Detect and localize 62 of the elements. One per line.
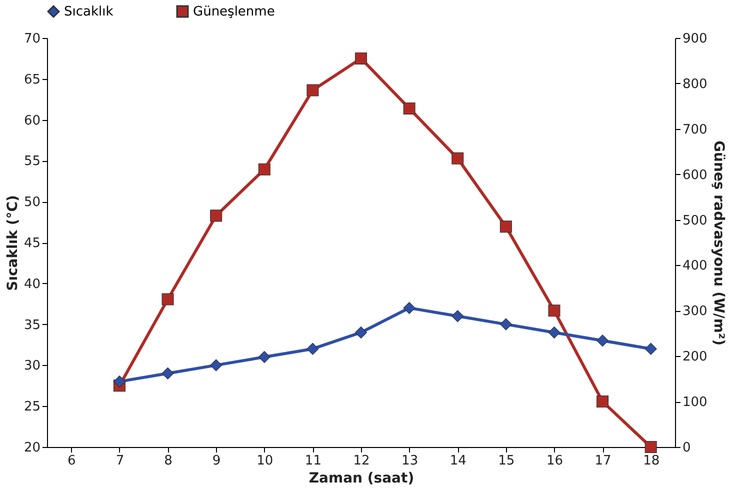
point [113, 376, 126, 388]
point [596, 334, 609, 347]
y2-tick-label: 400 [682, 258, 708, 274]
point [403, 302, 416, 314]
point [162, 367, 174, 380]
x-tick-label: 12 [353, 454, 370, 468]
y-tick-label: 40 [24, 276, 40, 292]
point [452, 152, 464, 164]
point [355, 326, 367, 338]
point [596, 396, 609, 408]
point [210, 210, 222, 222]
y-tick-label: 70 [24, 32, 40, 46]
legend-label: Sıcaklık [64, 4, 114, 20]
x-tick-label: 8 [164, 454, 172, 468]
y2-tick-label: 600 [682, 168, 708, 183]
x-tick-label: 16 [546, 454, 564, 468]
point [452, 310, 464, 322]
y-axis-title: Sıcaklık (°C) [4, 195, 21, 291]
point [644, 342, 657, 355]
point [306, 84, 319, 96]
x-tick-label: 10 [256, 454, 274, 468]
y2-axis-title: Güneş radvasyonu (W/m²) [710, 140, 726, 346]
x-tick-label: 14 [450, 454, 466, 468]
y-tick-label: 20 [24, 440, 40, 456]
y2-tick-label: 300 [682, 304, 708, 320]
point [548, 326, 560, 338]
x-tick-label: 11 [304, 454, 322, 468]
y-tick-label: 65 [24, 72, 40, 88]
point [500, 318, 512, 330]
y-tick-label: 25 [24, 400, 40, 415]
point [644, 441, 657, 453]
point [162, 293, 174, 306]
y2-tick-label: 900 [682, 32, 708, 46]
x-tick-label: 18 [643, 454, 660, 468]
x-tick-label: 7 [116, 454, 124, 468]
y2-tick-label: 500 [682, 213, 708, 228]
y2-tick-label: 700 [682, 122, 708, 138]
x-tick-label: 9 [212, 454, 221, 468]
x-tick-label: 17 [594, 454, 612, 468]
y-tick-label: 55 [24, 154, 40, 170]
legend-label: Güneşlenme [193, 4, 275, 20]
y2-tick-label: 0 [682, 440, 691, 456]
y-tick-label: 35 [24, 318, 40, 333]
x-tick-label: 13 [402, 454, 418, 468]
y-tick-label: 50 [24, 195, 40, 210]
point [258, 163, 270, 176]
y2-tick-label: 100 [682, 395, 708, 410]
point [355, 52, 367, 64]
y-tick-label: 45 [24, 236, 40, 251]
y-tick-label: 60 [24, 113, 40, 128]
y2-tick-label: 800 [682, 76, 708, 92]
point [403, 102, 416, 114]
point [210, 359, 222, 372]
x-axis-title: Zaman (saat) [308, 470, 414, 486]
point [500, 220, 512, 233]
x-tick-label: 6 [68, 454, 76, 468]
point [258, 351, 270, 364]
x-tick-label: 15 [498, 454, 515, 468]
y-tick-label: 30 [24, 358, 40, 374]
y2-tick-label: 200 [682, 350, 708, 365]
point [548, 304, 560, 317]
point [306, 342, 319, 355]
